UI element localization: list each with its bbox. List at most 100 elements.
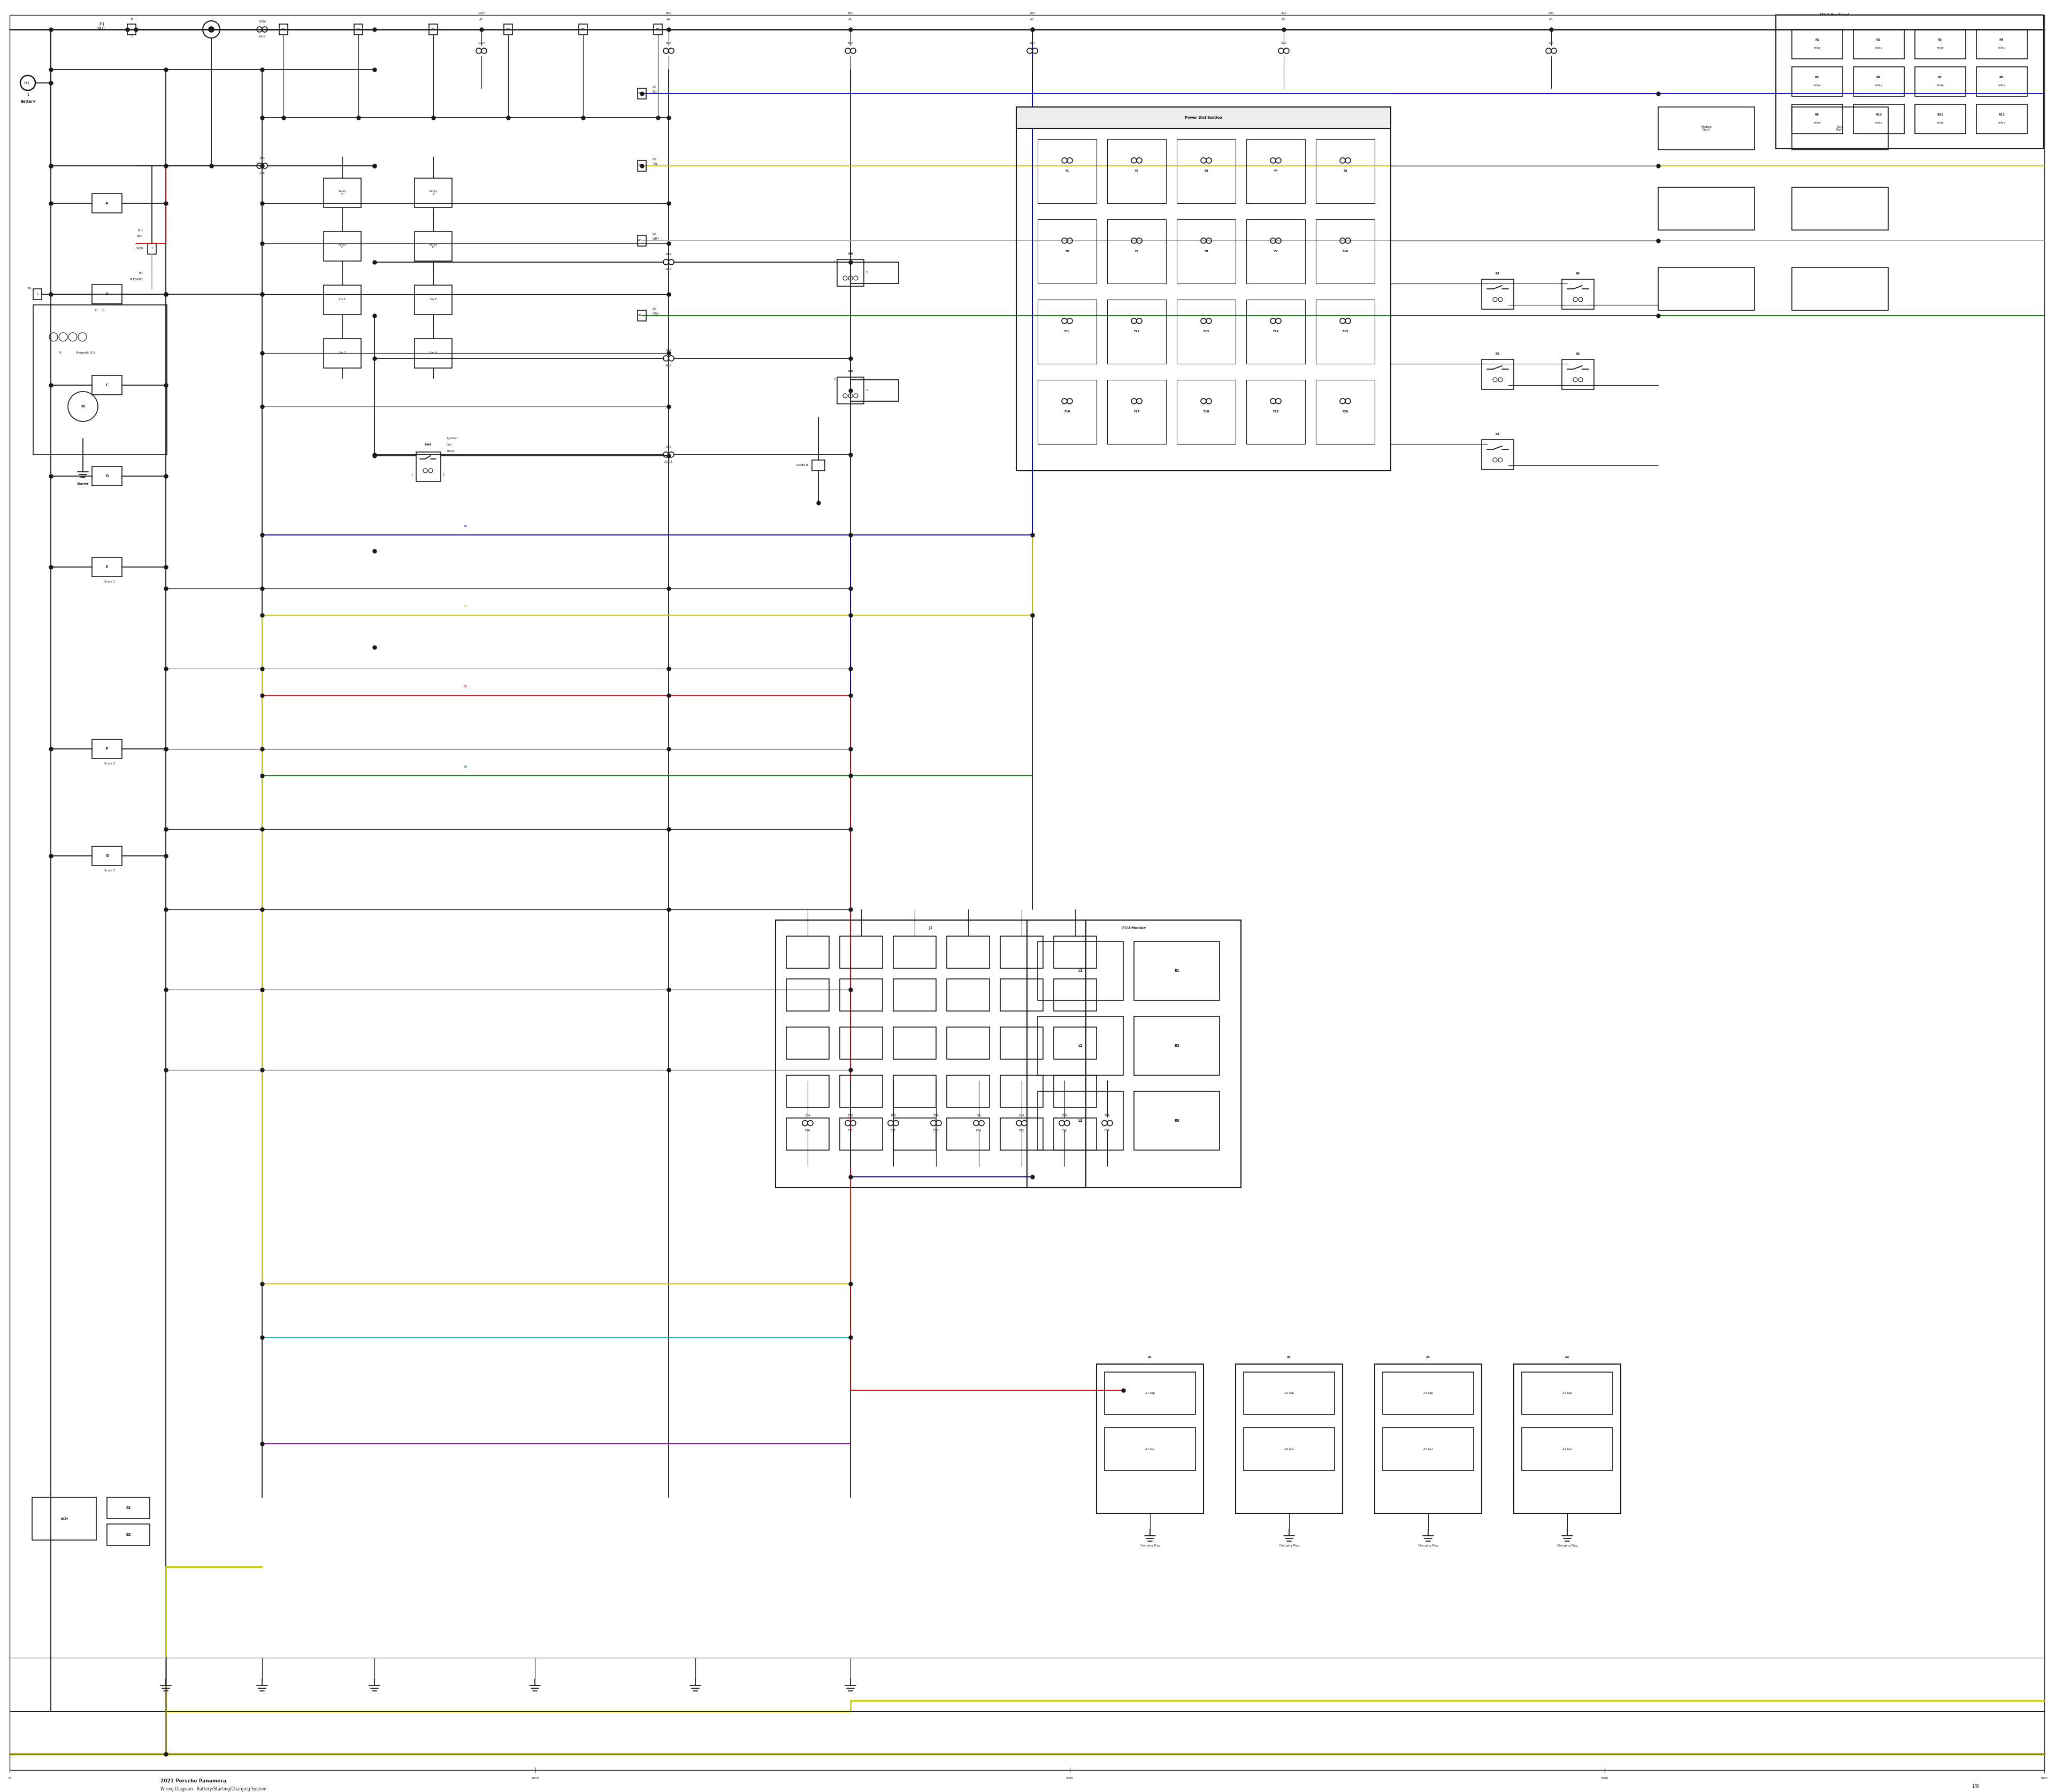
Bar [325, 339, 362, 367]
Text: 10A: 10A [1019, 1115, 1025, 1116]
Bar [1914, 66, 1966, 97]
Text: 30A: 30A [1282, 41, 1286, 45]
Text: F12: F12 [1134, 330, 1140, 333]
Text: BCM: BCM [60, 1518, 68, 1520]
Bar [1791, 66, 1842, 97]
Text: F7: F7 [1134, 251, 1138, 253]
Text: F33: F33 [933, 1129, 939, 1133]
Bar [33, 1498, 97, 1541]
Bar [92, 285, 121, 305]
Text: F: F [105, 747, 109, 751]
Text: A3 top: A3 top [1423, 1392, 1434, 1394]
Text: Charging Plug: Charging Plug [1140, 1545, 1161, 1546]
Text: A5: A5 [848, 18, 852, 22]
Text: 20A: 20A [1105, 1115, 1109, 1116]
Text: relay: relay [1875, 84, 1881, 86]
Text: 20A: 20A [933, 1115, 939, 1116]
Text: K1: K1 [1495, 272, 1499, 276]
Text: relay: relay [1937, 122, 1943, 124]
Text: relay: relay [1937, 47, 1943, 50]
Text: B3: B3 [464, 525, 466, 527]
Text: M8: M8 [848, 371, 852, 373]
Bar [840, 1027, 883, 1059]
Text: F36: F36 [1062, 1129, 1068, 1133]
Bar [1000, 1075, 1043, 1107]
Text: F30: F30 [805, 1129, 811, 1133]
Text: 15A: 15A [848, 1115, 852, 1116]
Text: 15A: 15A [1062, 1115, 1068, 1116]
Text: Relay: Relay [446, 450, 454, 453]
Text: A8: A8 [1549, 18, 1553, 22]
Bar [1791, 104, 1842, 134]
Bar [637, 161, 647, 172]
Text: 1/8: 1/8 [1972, 1783, 1980, 1788]
Bar [127, 23, 136, 34]
Text: A4 bot: A4 bot [1563, 1448, 1571, 1452]
Bar [1561, 360, 1594, 389]
Text: BLK/WHT: BLK/WHT [129, 278, 144, 281]
Bar [811, 461, 826, 471]
Bar [1658, 108, 1754, 151]
Text: Scale 2: Scale 2 [105, 762, 115, 765]
Text: B    S: B S [94, 308, 105, 312]
Text: F35: F35 [1019, 1129, 1025, 1133]
Text: 20A: 20A [1549, 13, 1555, 14]
Bar [1027, 919, 1241, 1188]
Bar [1237, 1364, 1343, 1514]
Bar [325, 177, 362, 208]
Text: 18: 18 [8, 1778, 12, 1779]
Bar [1522, 1373, 1612, 1414]
Text: Power Distribution: Power Distribution [1185, 116, 1222, 120]
Text: F15: F15 [1341, 330, 1347, 333]
Bar [107, 1498, 150, 1520]
Bar [947, 935, 990, 968]
Bar [1382, 1428, 1473, 1471]
Text: R9: R9 [1816, 113, 1820, 116]
Text: relay: relay [1999, 84, 2005, 86]
Text: R2: R2 [1175, 1045, 1179, 1047]
Bar [1853, 66, 1904, 97]
Text: F5: F5 [1343, 170, 1347, 172]
Text: F16: F16 [1064, 410, 1070, 414]
Bar [1481, 360, 1514, 389]
Text: relay: relay [1875, 122, 1881, 124]
Bar [1976, 29, 2027, 59]
Text: B2: B2 [357, 29, 359, 30]
Text: Sw E: Sw E [339, 297, 345, 301]
Text: B3: B3 [431, 29, 435, 30]
Text: [E]: [E] [653, 86, 657, 88]
Text: Scale 1: Scale 1 [105, 581, 115, 582]
Text: R12: R12 [1999, 113, 2005, 116]
Bar [1247, 219, 1304, 283]
Text: B4: B4 [505, 29, 509, 30]
Text: B4: B4 [464, 606, 466, 607]
Text: Wiring Diagram - Battery/Starting/Charging System: Wiring Diagram - Battery/Starting/Chargi… [160, 1787, 267, 1792]
Text: F34: F34 [976, 1129, 982, 1133]
Bar [1107, 299, 1167, 364]
Text: A1 top: A1 top [1146, 1392, 1154, 1394]
Text: 60A: 60A [665, 253, 672, 256]
Text: 60A: 60A [848, 13, 852, 14]
Bar [1054, 1075, 1097, 1107]
Text: A16: A16 [259, 172, 265, 174]
Bar [279, 23, 288, 34]
Text: Starter: Starter [76, 482, 88, 486]
Text: R3: R3 [1937, 39, 1943, 41]
Text: Diode B: Diode B [797, 464, 807, 466]
Bar [1134, 1091, 1220, 1150]
Text: Sw F: Sw F [429, 297, 438, 301]
Bar [1514, 1364, 1621, 1514]
Bar [92, 376, 121, 394]
Text: R11: R11 [1937, 113, 1943, 116]
Bar [1382, 1373, 1473, 1414]
Bar [1791, 29, 1842, 59]
Bar [503, 23, 511, 34]
Text: F37: F37 [1105, 1129, 1109, 1133]
Bar [1247, 380, 1304, 444]
Text: B: B [105, 292, 109, 296]
Bar [1914, 104, 1966, 134]
Bar [637, 88, 647, 99]
Bar [1017, 108, 1391, 471]
Bar [840, 1118, 883, 1150]
Bar [1037, 140, 1097, 202]
